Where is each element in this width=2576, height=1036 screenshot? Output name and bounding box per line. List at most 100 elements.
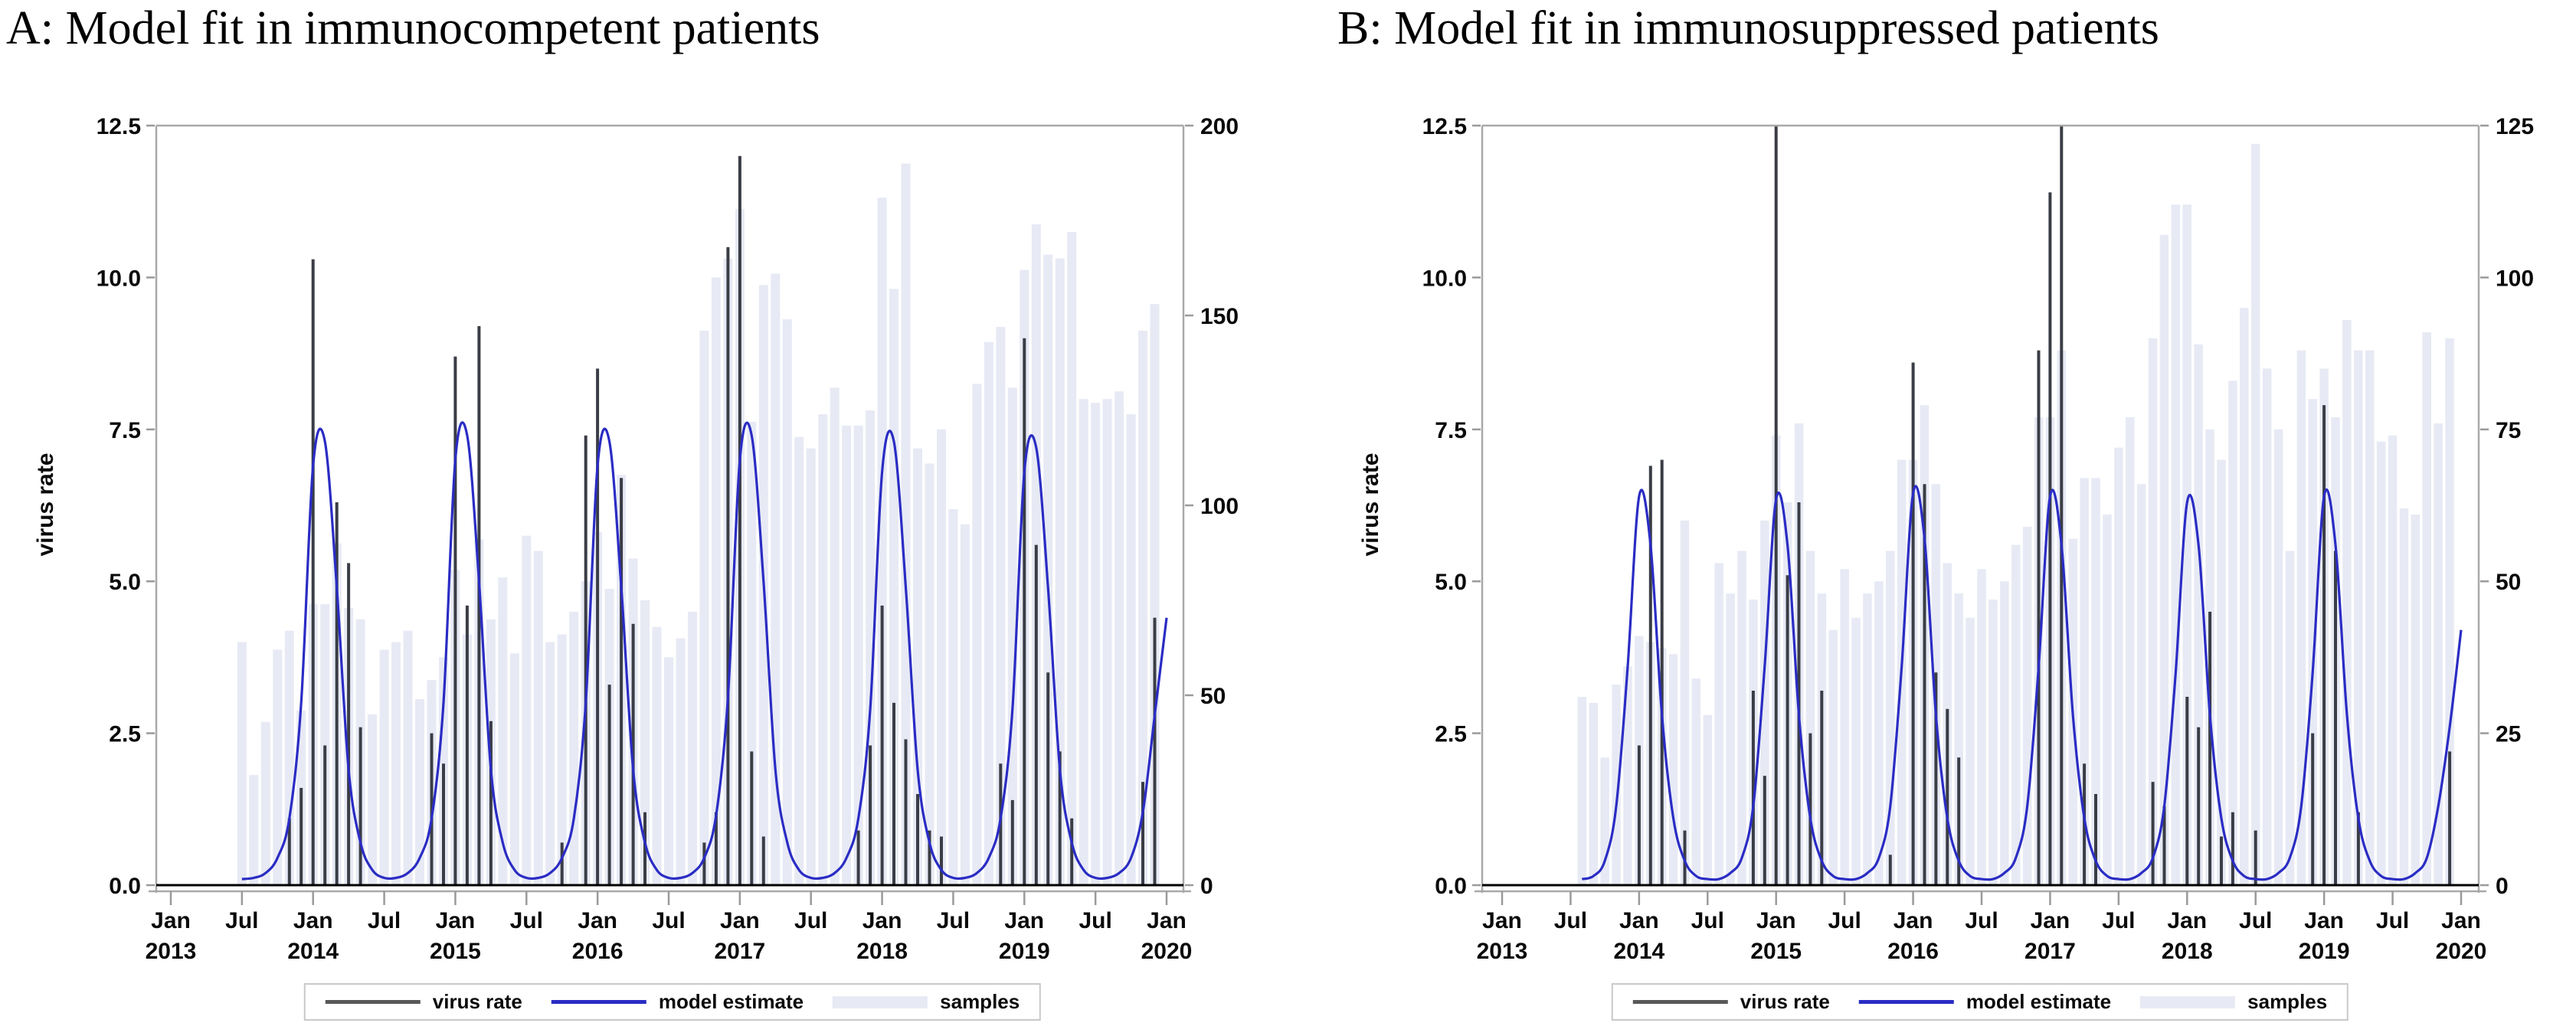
x-tick-month-label: Jul bbox=[2102, 908, 2135, 933]
samples-bar bbox=[522, 535, 532, 885]
y-left-tick-label: 0.0 bbox=[1435, 874, 1467, 899]
samples-bar bbox=[853, 425, 863, 885]
samples-bar bbox=[2365, 350, 2375, 886]
samples-bar bbox=[1874, 581, 1884, 885]
x-tick-month-label: Jul bbox=[2239, 908, 2272, 933]
samples-bar bbox=[391, 642, 401, 885]
samples-bar bbox=[2376, 441, 2386, 885]
legend-label: model estimate bbox=[1966, 990, 2112, 1013]
samples-bar bbox=[545, 642, 555, 885]
samples-bar bbox=[1138, 330, 1147, 885]
samples-bar bbox=[1851, 617, 1861, 885]
y-right-tick-label: 100 bbox=[2496, 266, 2534, 291]
samples-bar bbox=[2011, 544, 2021, 885]
samples-bar bbox=[1988, 600, 1998, 885]
samples-bar bbox=[1760, 520, 1769, 885]
samples-bar bbox=[2388, 435, 2398, 885]
x-tick-year-label: 2017 bbox=[714, 939, 765, 964]
samples-bar bbox=[1703, 714, 1712, 885]
samples-bar bbox=[1102, 399, 1112, 885]
model-estimate-line-swatch bbox=[551, 1000, 646, 1004]
x-tick-month-label: Jan bbox=[293, 908, 333, 933]
panel-a-chart: 0.0 2.5 5.0 7.5 10.0 12.5 0 50 100 150 200 Jan 2013 J… bbox=[97, 114, 1239, 964]
y-left-tick-label: 12.5 bbox=[1422, 114, 1467, 139]
samples-bar bbox=[1115, 391, 1124, 885]
x-tick-month-label: Jan bbox=[578, 908, 617, 933]
x-tick-month-label: Jul bbox=[1691, 908, 1724, 933]
x-tick-month-label: Jan bbox=[1619, 908, 1659, 933]
x-tick-year-label: 2018 bbox=[2162, 939, 2213, 964]
x-tick-month-label: Jul bbox=[510, 908, 543, 933]
x-tick-month-label: Jan bbox=[2304, 908, 2344, 933]
x-tick-year-label: 2013 bbox=[1477, 939, 1528, 964]
samples-bar bbox=[2308, 399, 2317, 885]
samples-bar bbox=[379, 649, 389, 885]
samples-bar bbox=[913, 448, 922, 885]
x-tick-year-label: 2015 bbox=[430, 939, 481, 964]
samples-bar bbox=[1623, 666, 1632, 885]
samples-bar bbox=[877, 198, 887, 885]
samples-bar bbox=[1091, 403, 1101, 885]
y-left-tick-label: 2.5 bbox=[109, 722, 141, 747]
x-tick-month-label: Jul bbox=[1965, 908, 1998, 933]
x-tick-year-label: 2019 bbox=[2299, 939, 2350, 964]
x-tick-month-label: Jul bbox=[368, 908, 401, 933]
x-tick-month-label: Jan bbox=[1756, 908, 1796, 933]
virus-rate-line-swatch bbox=[325, 1000, 421, 1004]
x-tick-month-label: Jan bbox=[2031, 908, 2070, 933]
samples-bar bbox=[984, 342, 993, 885]
x-tick-year-label: 2020 bbox=[1141, 939, 1193, 964]
y-left-tick-label: 2.5 bbox=[1435, 722, 1467, 747]
samples-bar bbox=[403, 630, 413, 885]
samples-bar bbox=[1680, 520, 1690, 885]
x-tick-year-label: 2014 bbox=[287, 939, 339, 964]
samples-bar bbox=[2217, 459, 2226, 885]
samples-bar bbox=[925, 463, 934, 885]
legend-label: samples bbox=[2247, 990, 2328, 1013]
samples-bar bbox=[569, 611, 579, 885]
x-tick-year-label: 2019 bbox=[999, 939, 1050, 964]
samples-bar bbox=[2194, 344, 2203, 885]
samples-bar bbox=[2273, 429, 2283, 885]
x-tick-month-label: Jan bbox=[1004, 908, 1044, 933]
samples-bar bbox=[2148, 338, 2158, 885]
x-tick-month-label: Jan bbox=[151, 908, 191, 933]
samples-bar bbox=[2182, 204, 2191, 885]
samples-bar bbox=[2228, 381, 2237, 885]
legend-item-virus-rate: virus rate bbox=[325, 990, 522, 1014]
x-tick-month-label: Jul bbox=[225, 908, 258, 933]
x-tick-year-label: 2013 bbox=[146, 939, 197, 964]
samples-bar bbox=[1600, 757, 1609, 885]
x-tick-month-label: Jan bbox=[1894, 908, 1933, 933]
samples-bar bbox=[368, 714, 378, 885]
x-tick-month-label: Jul bbox=[794, 908, 827, 933]
samples-bar bbox=[1714, 563, 1723, 885]
y-right-tick-label: 75 bbox=[2496, 418, 2521, 443]
x-tick-month-label: Jul bbox=[1554, 908, 1587, 933]
virus-rate-line-swatch bbox=[1632, 1000, 1728, 1004]
x-tick-month-label: Jan bbox=[862, 908, 902, 933]
legend-item-virus-rate: virus rate bbox=[1632, 990, 1830, 1014]
x-tick-year-label: 2016 bbox=[572, 939, 624, 964]
panel-b-legend: virus rate model estimate samples bbox=[1611, 983, 2349, 1021]
samples-bar bbox=[533, 551, 543, 885]
samples-bar bbox=[2422, 332, 2431, 885]
samples-bar bbox=[664, 657, 673, 885]
samples-bar bbox=[2262, 368, 2272, 885]
samples-bar bbox=[901, 163, 911, 886]
samples-bar bbox=[1805, 551, 1815, 885]
y-left-tick-label: 7.5 bbox=[1435, 418, 1467, 443]
samples-bar bbox=[640, 600, 650, 885]
samples-bar bbox=[2445, 338, 2454, 885]
model-estimate-line bbox=[241, 421, 1168, 881]
y-right-tick-label: 0 bbox=[1200, 874, 1213, 899]
samples-bar bbox=[2342, 320, 2352, 885]
samples-bar bbox=[2136, 484, 2146, 885]
x-tick-month-label: Jul bbox=[1079, 908, 1111, 933]
x-tick-month-label: Jul bbox=[937, 908, 970, 933]
samples-bar bbox=[2285, 551, 2295, 885]
samples-bar bbox=[866, 410, 876, 885]
samples-bar bbox=[782, 319, 792, 885]
legend-item-model-estimate: model estimate bbox=[1858, 990, 2112, 1014]
